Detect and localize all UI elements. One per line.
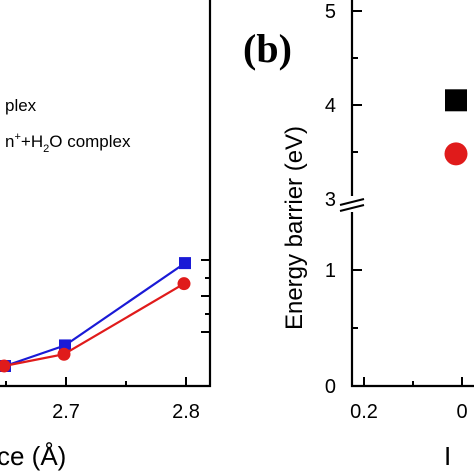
panel-b-y-tick-label: 0 xyxy=(325,376,336,398)
series-1-line xyxy=(4,262,186,368)
panel-b-label: (b) xyxy=(243,26,292,71)
panel-b-x-tick-label: 0.2 xyxy=(350,401,378,423)
panel-b-y-tick-label: 4 xyxy=(325,95,336,117)
panel-a-right-ticks xyxy=(201,259,210,333)
panel-b-points-layer xyxy=(444,89,468,166)
series-2-point xyxy=(177,277,191,291)
panel-b-y-tick-label: 3 xyxy=(325,189,336,211)
panel-b-x-axis-label: I xyxy=(444,441,451,471)
panel-b-point-circle xyxy=(444,142,468,166)
legend-item-1-label: plex xyxy=(5,96,37,115)
panel-a-series-layer xyxy=(0,257,191,373)
panel-b-x-tick-label: 0 xyxy=(456,401,467,423)
panel-a-x-axis-label: ce (Å) xyxy=(0,441,66,471)
legend-item-2-superscript: + xyxy=(14,131,20,143)
series-1-point xyxy=(179,257,191,270)
panel-a: 2.7 2.8 ce (Å) plex n++H2O complex xyxy=(0,0,212,471)
legend-item-2-subscript: 2 xyxy=(43,143,49,155)
panel-a-x-tick-labels: 2.7 2.8 xyxy=(52,401,200,423)
legend-item-2-label: n++H2O complex xyxy=(5,131,131,155)
panel-b-y-tick-label: 5 xyxy=(325,1,336,23)
legend-item-2-suffix: O complex xyxy=(49,132,131,151)
panel-b-x-ticks: 0.2 0 xyxy=(350,377,468,423)
panel-a-x-tick-label: 2.8 xyxy=(172,401,200,423)
series-2-point xyxy=(0,359,11,373)
legend-item-2-prefix: n xyxy=(5,132,14,151)
panel-b-axes-frame xyxy=(350,0,474,388)
panel-a-x-tick-label: 2.7 xyxy=(52,401,80,423)
panel-a-axes-frame xyxy=(0,0,212,388)
panel-a-x-ticks xyxy=(5,377,187,386)
panel-b-y-axis-label: Energy barrier (eV) xyxy=(281,126,308,330)
legend-item-2-main: +H xyxy=(21,132,43,151)
axis-break-mark xyxy=(339,196,365,212)
panel-b-y-tick-label: 1 xyxy=(325,260,336,282)
series-2-point xyxy=(57,347,71,361)
panel-b-point-square xyxy=(445,89,467,112)
